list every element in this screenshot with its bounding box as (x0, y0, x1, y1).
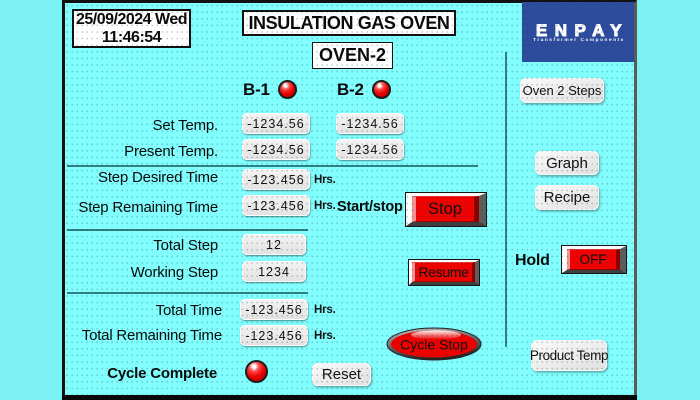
svg-text:Cycle Stop: Cycle Stop (400, 337, 468, 353)
